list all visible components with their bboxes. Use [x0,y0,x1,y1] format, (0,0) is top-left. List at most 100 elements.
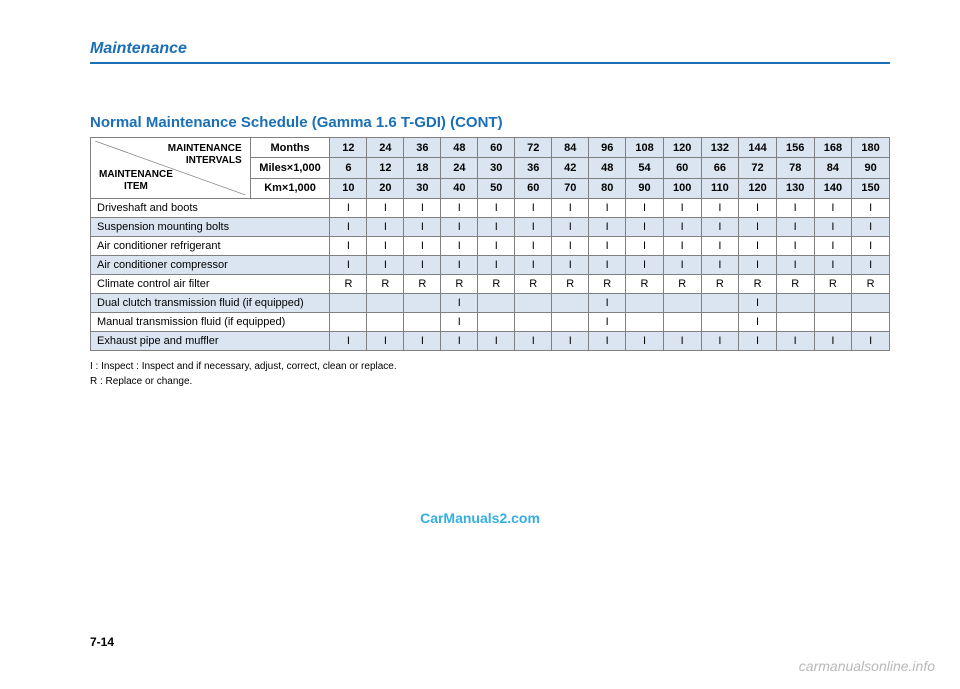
legend: I : Inspect : Inspect and if necessary, … [90,359,890,389]
maintenance-cell: R [589,275,626,294]
maintenance-cell: I [478,256,515,275]
maintenance-cell: R [626,275,664,294]
interval-value: 120 [739,178,777,198]
interval-value: 36 [404,138,441,158]
maintenance-cell: I [739,256,777,275]
maintenance-cell: I [441,237,478,256]
maintenance-cell [404,313,441,332]
maintenance-cell: I [478,332,515,351]
interval-value: 90 [852,158,890,178]
maintenance-cell: I [626,218,664,237]
interval-value: 66 [701,158,739,178]
maintenance-cell [776,294,814,313]
maintenance-cell: R [478,275,515,294]
watermark-carmanualsonline: carmanualsonline.info [799,658,935,674]
maintenance-cell: I [404,218,441,237]
interval-value: 70 [552,178,589,198]
maintenance-cell: I [552,218,589,237]
maintenance-item-name: Manual transmission fluid (if equipped) [91,313,330,332]
maintenance-cell: I [663,332,701,351]
maintenance-cell: I [404,199,441,218]
maintenance-cell: I [626,256,664,275]
interval-value: 6 [330,158,367,178]
maintenance-cell [814,313,852,332]
maintenance-cell: R [701,275,739,294]
table-row: Dual clutch transmission fluid (if equip… [91,294,890,313]
maintenance-cell: I [367,199,404,218]
maintenance-cell: I [739,313,777,332]
maintenance-cell [330,294,367,313]
maintenance-cell: I [552,332,589,351]
maintenance-cell: R [367,275,404,294]
maintenance-cell: I [626,332,664,351]
maintenance-item-name: Air conditioner compressor [91,256,330,275]
interval-unit-label: Km×1,000 [250,178,330,198]
table-row: Air conditioner refrigerantIIIIIIIIIIIII… [91,237,890,256]
interval-value: 24 [441,158,478,178]
legend-replace: R : Replace or change. [90,374,890,389]
interval-value: 100 [663,178,701,198]
legend-inspect: I : Inspect : Inspect and if necessary, … [90,359,890,374]
maintenance-cell [814,294,852,313]
header-corner: MAINTENANCEINTERVALSMAINTENANCEITEM [91,138,251,199]
maintenance-cell: R [814,275,852,294]
maintenance-cell: R [852,275,890,294]
maintenance-cell [552,294,589,313]
maintenance-item-name: Climate control air filter [91,275,330,294]
maintenance-cell: I [852,332,890,351]
maintenance-cell: I [515,199,552,218]
interval-value: 80 [589,178,626,198]
maintenance-cell: I [330,237,367,256]
maintenance-cell: I [776,237,814,256]
maintenance-cell: I [589,313,626,332]
interval-value: 10 [330,178,367,198]
maintenance-cell: I [626,237,664,256]
maintenance-cell: I [776,218,814,237]
maintenance-cell [367,294,404,313]
maintenance-cell: I [739,218,777,237]
maintenance-cell: I [739,237,777,256]
maintenance-cell: I [404,332,441,351]
interval-unit-label: Months [250,138,330,158]
interval-value: 84 [552,138,589,158]
maintenance-cell [626,313,664,332]
maintenance-item-name: Dual clutch transmission fluid (if equip… [91,294,330,313]
maintenance-cell [367,313,404,332]
maintenance-cell: I [701,237,739,256]
maintenance-cell [515,313,552,332]
interval-value: 60 [478,138,515,158]
maintenance-cell [852,294,890,313]
interval-value: 30 [404,178,441,198]
maintenance-cell: I [552,237,589,256]
table-row: Manual transmission fluid (if equipped) I… [91,313,890,332]
maintenance-cell: I [701,218,739,237]
maintenance-cell: I [515,218,552,237]
maintenance-cell: I [478,237,515,256]
interval-value: 156 [776,138,814,158]
maintenance-cell: I [515,237,552,256]
maintenance-cell [552,313,589,332]
interval-value: 42 [552,158,589,178]
maintenance-cell: I [367,332,404,351]
table-row: Climate control air filterRRRRRRRRRRRRRR… [91,275,890,294]
maintenance-cell [852,313,890,332]
interval-value: 130 [776,178,814,198]
maintenance-cell: I [663,218,701,237]
maintenance-cell: I [814,218,852,237]
interval-value: 72 [515,138,552,158]
maintenance-cell [515,294,552,313]
table-row: Air conditioner compressorIIIIIIIIIIIIII… [91,256,890,275]
interval-value: 12 [367,158,404,178]
maintenance-cell: I [852,199,890,218]
maintenance-cell: I [589,237,626,256]
interval-value: 36 [515,158,552,178]
interval-value: 150 [852,178,890,198]
maintenance-cell: I [552,256,589,275]
interval-value: 12 [330,138,367,158]
maintenance-cell: I [330,218,367,237]
maintenance-cell: I [367,256,404,275]
maintenance-cell [663,313,701,332]
corner-intervals-label: MAINTENANCEINTERVALS [168,143,242,167]
interval-value: 18 [404,158,441,178]
maintenance-cell: I [515,256,552,275]
